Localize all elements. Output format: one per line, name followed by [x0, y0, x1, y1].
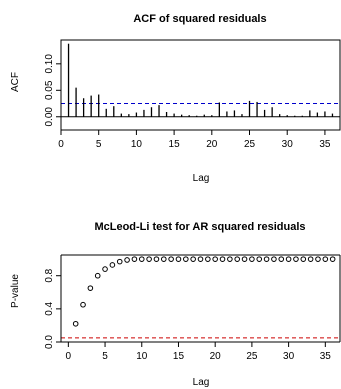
- mcleod-li-point: [256, 256, 263, 262]
- mcleod-li-point: [329, 256, 336, 262]
- mcleod-li-title: McLeod-Li test for AR squared residuals: [94, 221, 305, 233]
- mcleod-li-point: [138, 256, 145, 262]
- acf-x-tick-label: 30: [282, 139, 294, 150]
- mcleod-li-point: [131, 256, 138, 262]
- mcleod-li-y-tick-label: 0.4: [44, 301, 55, 315]
- mcleod-li-point: [300, 256, 307, 262]
- mcleod-li-point: [249, 256, 255, 262]
- mcleod-li-point: [234, 256, 241, 262]
- mcleod-li-point: [124, 257, 130, 263]
- acf-y-tick-label: 0.05: [44, 80, 55, 100]
- acf-x-axis-label: Lag: [193, 173, 210, 184]
- mcleod-li-point: [87, 285, 94, 291]
- mcleod-li-point: [212, 256, 218, 262]
- acf-chart: ACF of squared residuals ACF Lag 0 5 10 15 2…: [10, 13, 341, 184]
- mcleod-li-point: [227, 256, 233, 262]
- mcleod-li-point: [102, 266, 108, 272]
- mcleod-li-point: [293, 256, 299, 262]
- mcleod-li-x-tick-label: 15: [173, 351, 185, 362]
- mcleod-li-y-tick-label: 0.8: [44, 268, 55, 282]
- mcleod-li-point: [278, 256, 285, 262]
- acf-x-tick-label: 20: [206, 139, 218, 150]
- mcleod-li-point: [72, 320, 79, 327]
- acf-x-tick-label: 0: [58, 139, 64, 150]
- mcleod-li-point: [146, 256, 152, 262]
- mcleod-li-x-tick-label: 10: [136, 351, 148, 362]
- mcleod-li-point: [263, 256, 270, 262]
- mcleod-li-point: [219, 256, 226, 262]
- mcleod-li-point: [183, 256, 189, 262]
- mcleod-li-x-tick-label: 30: [283, 351, 295, 362]
- acf-ticks: 0 5 10 15 20 25 30 35 0.00 0.05 0.10: [44, 54, 331, 150]
- mcleod-li-point: [322, 256, 329, 262]
- mcleod-li-points: [72, 256, 336, 327]
- mcleod-li-point: [307, 256, 314, 262]
- mcleod-li-point: [109, 262, 116, 268]
- mcleod-li-point: [241, 256, 248, 262]
- mcleod-li-ticks: 0 5 10 15 20 25 30 35 0.0 0.4 0.8: [44, 268, 331, 362]
- acf-x-tick-label: 15: [169, 139, 181, 150]
- mcleod-li-chart: McLeod-Li test for AR squared residuals …: [10, 221, 341, 388]
- mcleod-li-y-tick-label: 0.0: [44, 335, 55, 349]
- mcleod-li-x-tick-label: 0: [66, 351, 72, 362]
- mcleod-li-point: [153, 256, 160, 262]
- mcleod-li-x-tick-label: 25: [246, 351, 258, 362]
- acf-bars: [67, 43, 334, 117]
- acf-plot-frame: [60, 39, 341, 131]
- acf-y-tick-label: 0.10: [44, 54, 55, 74]
- mcleod-li-x-tick-label: 35: [320, 351, 332, 362]
- mcleod-li-point: [160, 256, 167, 262]
- acf-y-tick-label: 0.00: [44, 107, 55, 127]
- mcleod-li-point: [285, 256, 292, 262]
- acf-title: ACF of squared residuals: [133, 13, 266, 25]
- mcleod-li-point: [315, 256, 321, 262]
- acf-x-tick-label: 25: [244, 139, 256, 150]
- acf-x-tick-label: 10: [131, 139, 143, 150]
- acf-y-axis-label: ACF: [10, 72, 21, 92]
- mcleod-li-point: [205, 256, 211, 262]
- mcleod-li-point: [116, 258, 123, 265]
- acf-x-tick-label: 5: [96, 139, 102, 150]
- mcleod-li-point: [175, 256, 182, 262]
- acf-x-tick-label: 35: [319, 139, 331, 150]
- mcleod-li-point: [197, 256, 204, 262]
- mcleod-li-point: [190, 256, 196, 262]
- mcleod-li-x-tick-label: 20: [210, 351, 222, 362]
- mcleod-li-x-axis-label: Lag: [193, 377, 210, 388]
- mcleod-li-point: [94, 272, 101, 279]
- mcleod-li-point: [80, 301, 86, 308]
- acf-confidence-bands: [61, 103, 340, 131]
- mcleod-li-y-axis-label: P-value: [10, 274, 21, 308]
- mcleod-li-point: [168, 256, 174, 262]
- mcleod-li-x-tick-label: 5: [102, 351, 108, 362]
- mcleod-li-point: [271, 256, 277, 262]
